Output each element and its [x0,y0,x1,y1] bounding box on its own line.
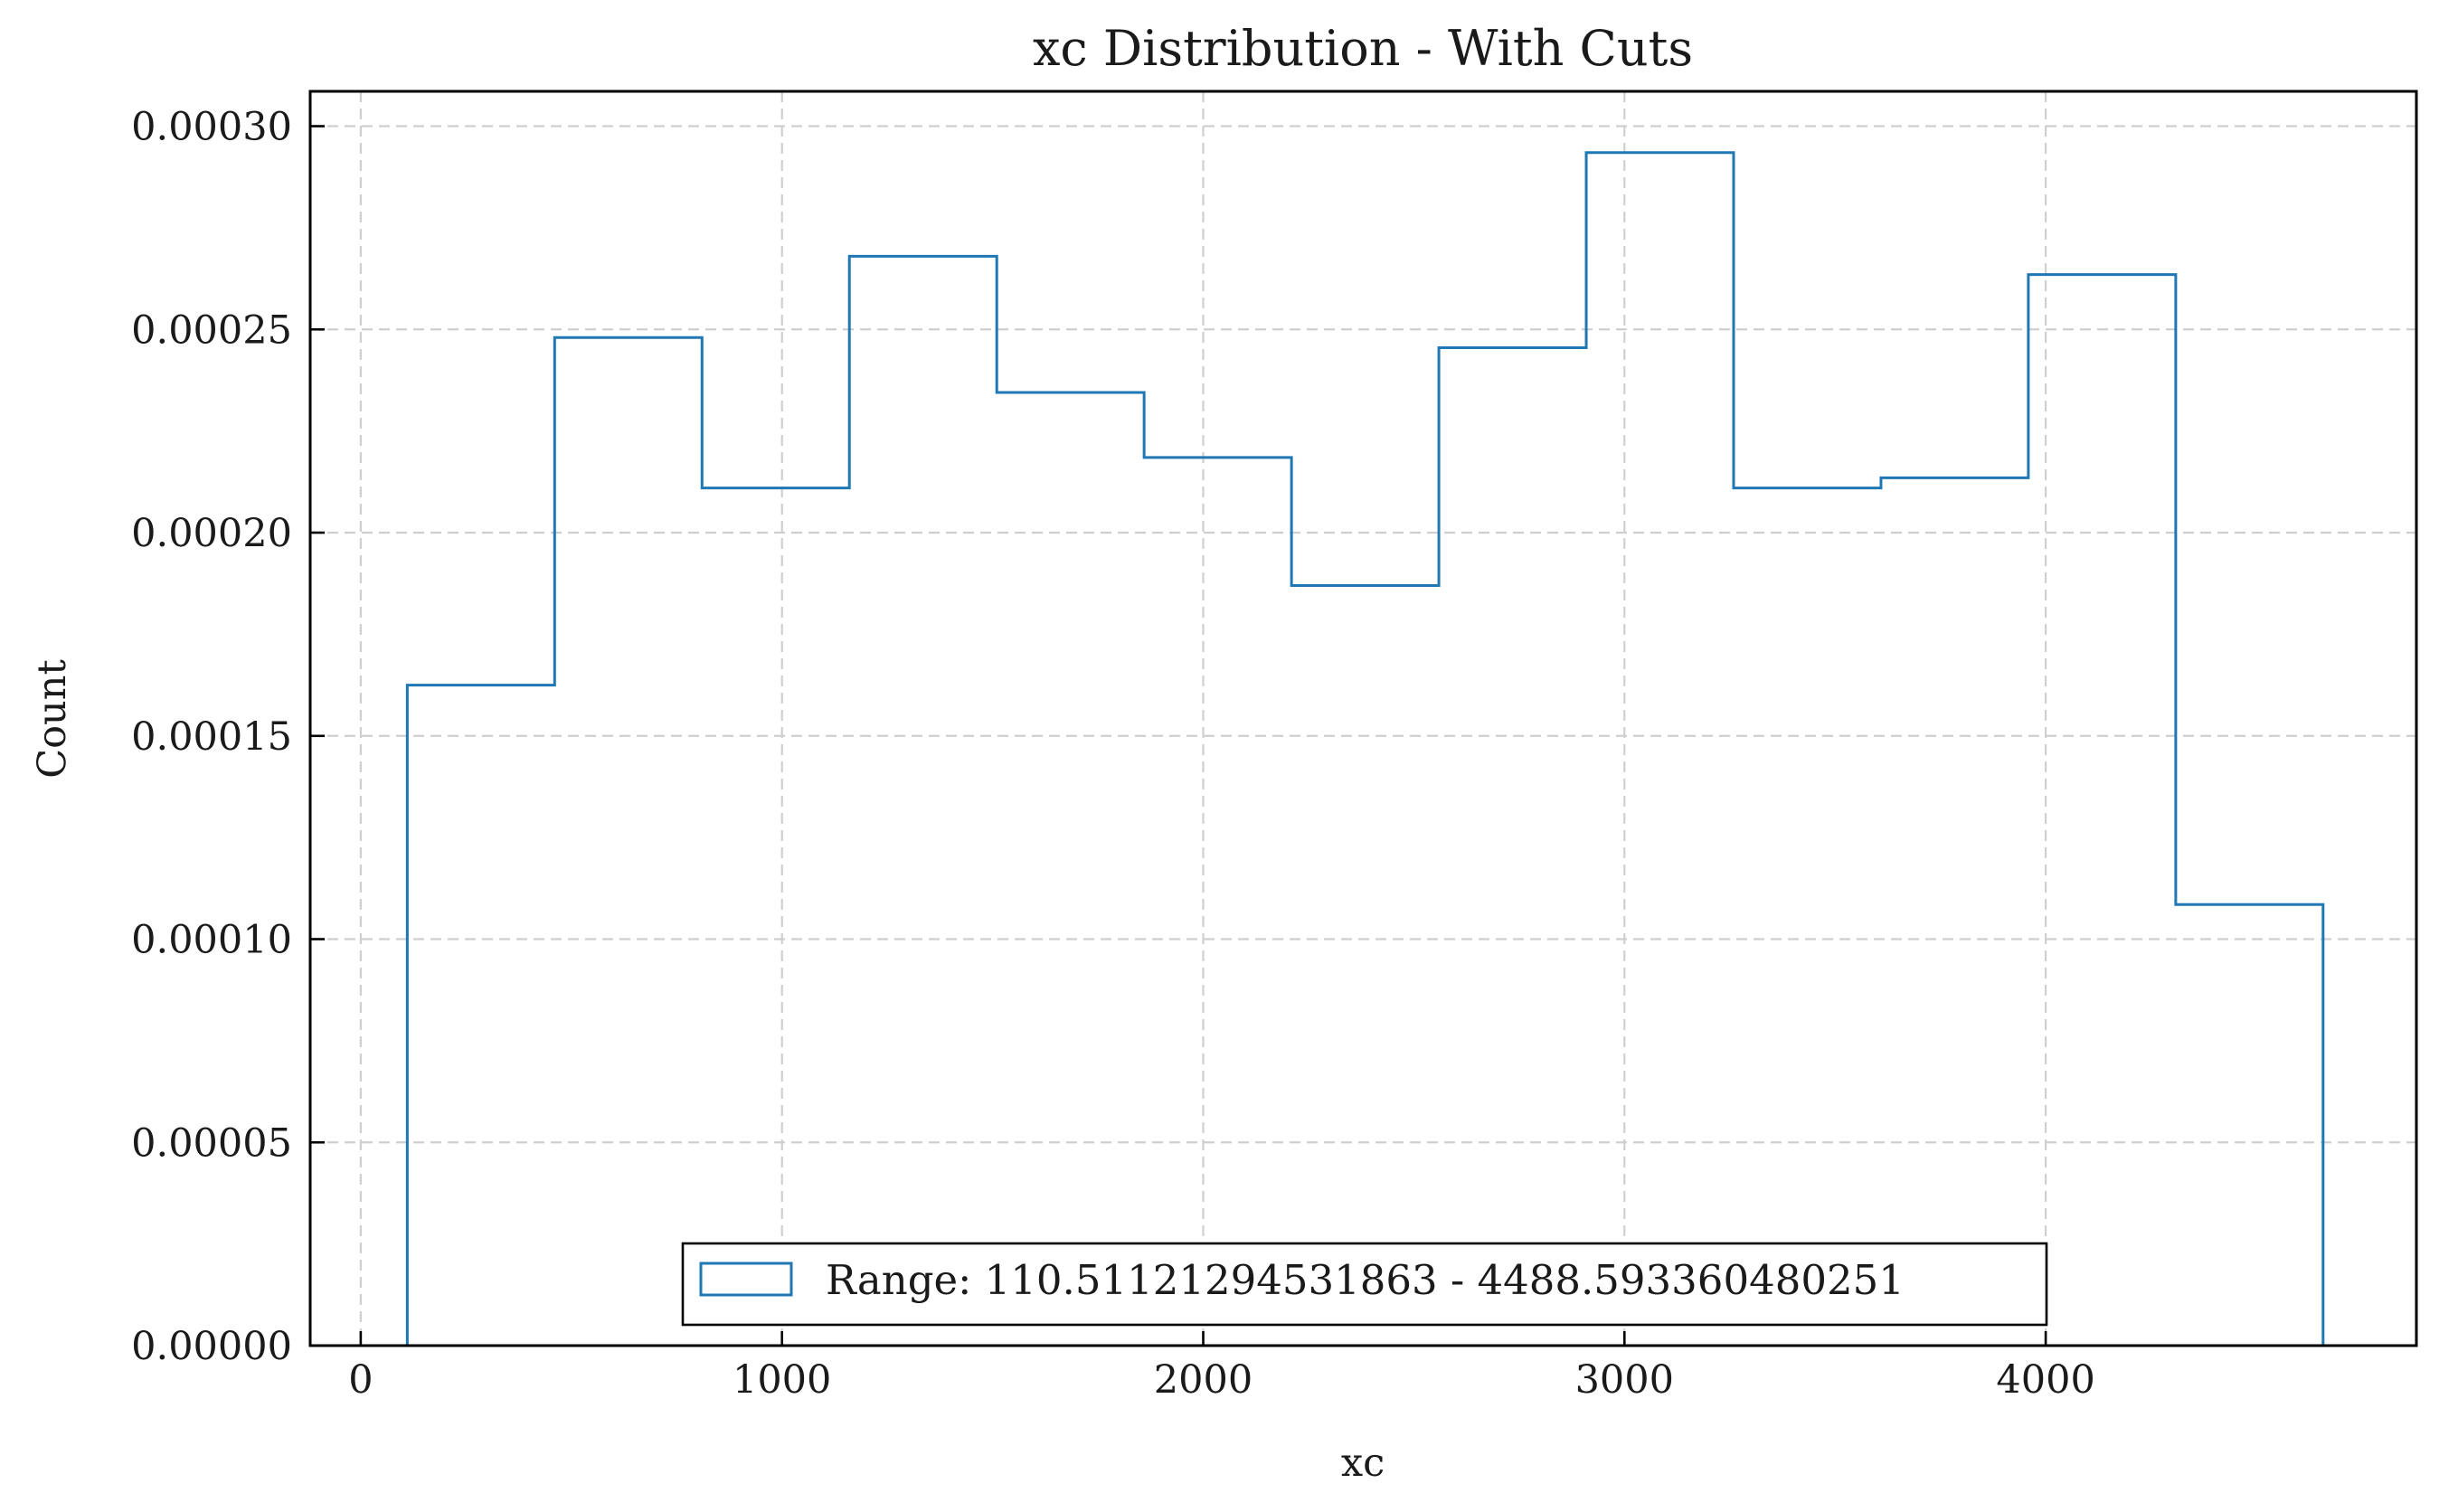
x-tick-label: 3000 [1575,1357,1674,1403]
histogram-steps [405,151,2325,1346]
axis-ticks [310,125,2047,1347]
histogram-bin [2176,904,2323,1346]
histogram-bin [997,392,1144,1346]
histogram-bin [849,256,997,1346]
histogram-bin [554,337,702,1346]
legend: Range: 110.51121294531863 - 4488.5933604… [681,1242,2048,1327]
y-tick-label: 0.00000 [131,1324,292,1369]
y-tick-label: 0.00020 [131,511,292,556]
legend-label: Range: 110.51121294531863 - 4488.5933604… [826,1256,1905,1304]
x-tick-label: 4000 [1996,1357,2094,1403]
x-tick-label: 2000 [1154,1357,1253,1403]
plot-frame [308,90,2418,1347]
legend-box [681,1242,2048,1327]
histogram-bin [702,488,849,1346]
x-tick-labels: 0 1000 2000 3000 4000 [348,1357,2095,1403]
histogram-bin [1586,153,1734,1346]
y-tick-label: 0.00030 [131,105,292,150]
y-axis-label: Count [30,659,75,778]
y-tick-label: 0.00015 [131,714,292,760]
histogram-bin [1439,347,1586,1346]
histogram-bin [1734,488,1881,1346]
chart-title: xc Distribution - With Cuts [1033,20,1693,77]
histogram-bin [1291,585,1439,1346]
grid [310,91,2416,1347]
x-axis-label: xc [1341,1441,1385,1486]
x-tick-label: 0 [348,1357,373,1403]
histogram-step-line [405,151,2325,1346]
y-tick-label: 0.00025 [131,307,292,353]
histogram-bin [1144,458,1291,1346]
histogram-bin [1881,477,2028,1346]
histogram-bin [407,685,554,1346]
x-tick-label: 1000 [733,1357,831,1403]
y-tick-label: 0.00010 [131,918,292,963]
legend-swatch [699,1262,793,1297]
y-tick-label: 0.00005 [131,1120,292,1166]
y-tick-labels: 0.00000 0.00005 0.00010 0.00015 0.00020 0.000… [131,105,292,1369]
histogram-bin [2028,275,2176,1346]
